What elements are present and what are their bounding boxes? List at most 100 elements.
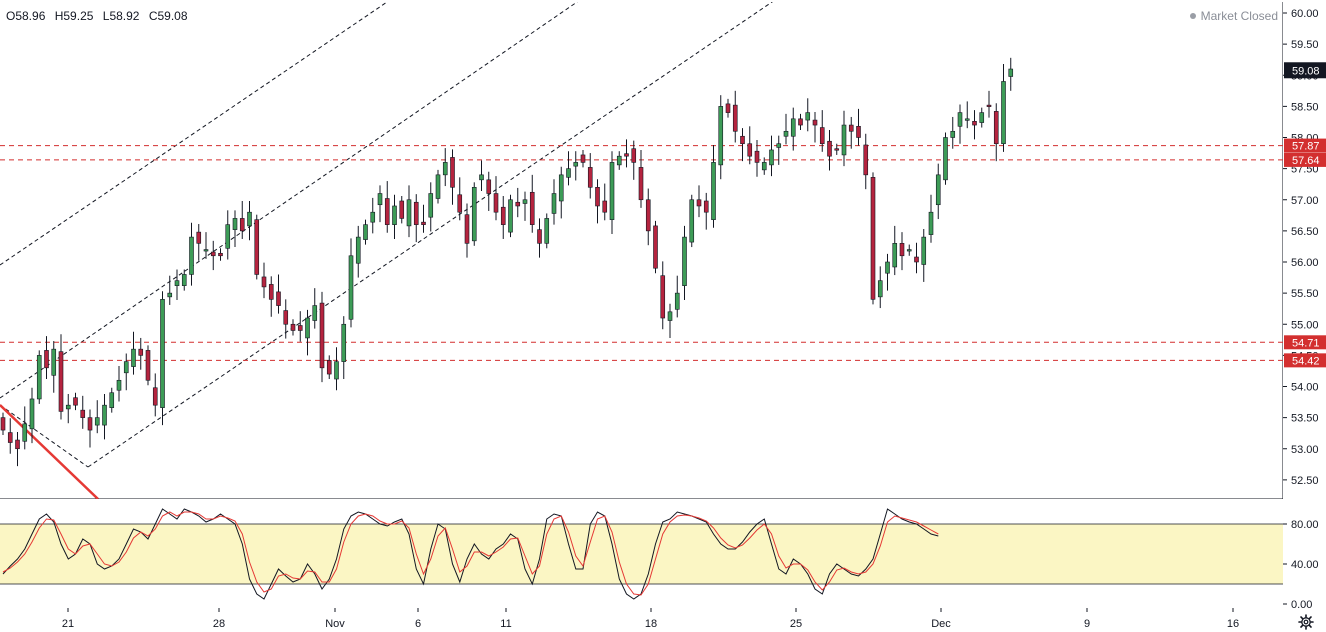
level-badge-label: 57.64 xyxy=(1292,155,1320,167)
candle-body xyxy=(667,311,673,321)
candle-body xyxy=(261,276,267,288)
candle-body xyxy=(979,112,985,123)
candle-body xyxy=(247,211,252,227)
candle-body xyxy=(493,193,499,213)
time-tick-label: 25 xyxy=(790,618,802,630)
candle-body xyxy=(587,167,593,188)
candle-body xyxy=(94,417,100,426)
candle-body xyxy=(131,348,136,367)
candle-body xyxy=(283,310,289,325)
candle-body xyxy=(15,439,20,450)
candle-body xyxy=(384,198,390,225)
channel-line-2 xyxy=(87,2,773,468)
candle-body xyxy=(856,125,861,138)
candle-body xyxy=(370,211,376,223)
osc-tick-label: 0.00 xyxy=(1291,599,1312,611)
candle-body xyxy=(812,119,818,126)
oscillator-k-line xyxy=(2,508,939,600)
time-tick-label: 6 xyxy=(415,618,421,630)
candle-body xyxy=(877,280,883,298)
candle-body xyxy=(36,355,42,400)
candle-body xyxy=(558,174,564,202)
candle-body xyxy=(152,387,158,406)
candle-body xyxy=(471,187,477,242)
candle-body xyxy=(798,118,803,126)
price-axis[interactable]: 60.0059.5059.0058.5058.0057.5057.0056.50… xyxy=(1283,8,1326,611)
candle-body xyxy=(827,140,832,157)
channel-line-1 xyxy=(0,2,578,399)
candle-body xyxy=(725,103,731,113)
time-tick-label: Dec xyxy=(931,618,951,630)
candle-body xyxy=(740,135,745,145)
market-status-label: Market Closed xyxy=(1200,9,1278,23)
price-tick-label: 53.00 xyxy=(1291,444,1319,456)
candle-body xyxy=(631,148,637,163)
candle-body xyxy=(254,219,260,275)
candle-body xyxy=(167,292,173,298)
candle-body xyxy=(29,398,35,430)
candle-body xyxy=(790,118,796,137)
candle-body xyxy=(885,261,890,274)
candle-body xyxy=(674,292,680,310)
candle-body xyxy=(964,118,970,121)
low-value: L58.92 xyxy=(102,9,140,23)
level-badge xyxy=(1284,152,1326,167)
candle-body xyxy=(421,221,426,225)
price-tick-label: 56.00 xyxy=(1291,257,1319,269)
candle-body xyxy=(464,214,470,244)
candle-body xyxy=(841,124,847,156)
candle-body xyxy=(921,236,927,265)
candle-body xyxy=(551,193,557,214)
time-tick-label: 16 xyxy=(1227,618,1239,630)
candle-body xyxy=(508,199,513,233)
candle-body xyxy=(899,243,905,257)
candle-body xyxy=(914,256,919,263)
candle-body xyxy=(653,225,658,269)
candle-body xyxy=(225,224,231,249)
price-tick-label: 58.50 xyxy=(1291,101,1319,113)
candle-body xyxy=(805,112,811,121)
candle-body xyxy=(529,191,535,225)
candle-body xyxy=(413,201,419,225)
candle-body xyxy=(399,200,405,219)
ohlc-legend: O58.96 H59.25 L58.92 C59.08 xyxy=(6,9,194,23)
price-tick-label: 55.00 xyxy=(1291,319,1319,331)
candle-body xyxy=(696,199,702,207)
candle-body xyxy=(232,218,238,230)
trend-line xyxy=(0,404,99,499)
current-price-label: 59.08 xyxy=(1292,65,1320,77)
high-value: H59.25 xyxy=(54,9,94,23)
candle-body xyxy=(58,351,64,412)
open-value: O58.96 xyxy=(6,9,46,23)
candle-body xyxy=(377,193,383,206)
price-tick-label: 60.00 xyxy=(1291,8,1319,20)
level-badge xyxy=(1284,353,1326,368)
candle-body xyxy=(732,104,738,132)
candle-body xyxy=(355,236,361,264)
candle-body xyxy=(972,121,977,126)
time-axis[interactable]: 21 28 Nov 6 11 18 25 Dec 9 16 xyxy=(62,608,1239,630)
level-badge-label: 54.42 xyxy=(1292,355,1320,367)
candle-body xyxy=(819,127,825,145)
market-status: Market Closed xyxy=(1189,9,1278,23)
candle-body xyxy=(22,423,28,442)
candle-body xyxy=(123,361,129,374)
candle-body xyxy=(609,162,615,220)
candle-body xyxy=(616,155,622,166)
candle-body xyxy=(515,201,521,207)
candle-body xyxy=(435,174,441,199)
candle-body xyxy=(544,218,550,244)
candle-body xyxy=(834,148,840,151)
gear-icon[interactable] xyxy=(1298,614,1314,630)
candle-body xyxy=(645,199,651,232)
level-badge xyxy=(1284,335,1326,350)
candle-body xyxy=(0,417,6,431)
candle-body xyxy=(276,291,281,306)
level-badge-label: 57.87 xyxy=(1292,141,1320,153)
oscillator-pane xyxy=(0,508,1283,600)
candle-body xyxy=(181,274,187,286)
candle-body xyxy=(848,124,854,132)
candle-body xyxy=(210,251,216,257)
candle-body xyxy=(109,392,115,408)
